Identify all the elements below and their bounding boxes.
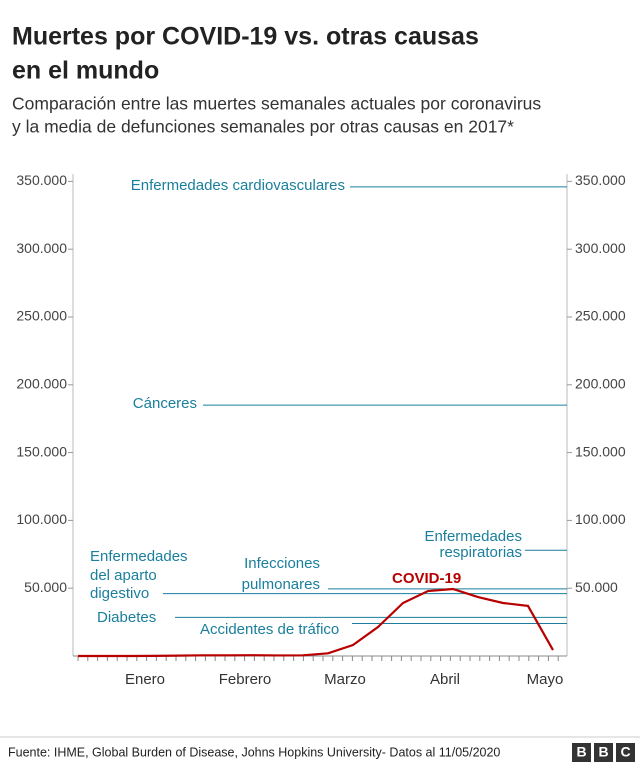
- reference-label: Enfermedades cardiovasculares: [131, 177, 345, 194]
- x-tick-label: Mayo: [527, 671, 564, 688]
- y-tick-label: 100.000: [16, 511, 67, 527]
- x-tick-label: Febrero: [219, 671, 272, 688]
- y-tick-label: 350.000: [575, 172, 626, 188]
- y-tick-label: 150.000: [575, 443, 626, 459]
- x-tick-label: Marzo: [324, 671, 366, 688]
- y-tick-label: 300.000: [16, 240, 67, 256]
- source: Fuente: IHME, Global Burden of Disease, …: [8, 745, 500, 759]
- y-tick-label: 150.000: [16, 443, 67, 459]
- reference-label: Enfermedades: [90, 548, 188, 565]
- reference-label: respiratorias: [439, 544, 522, 561]
- logo-box: [616, 743, 635, 762]
- reference-label: digestivo: [90, 585, 149, 602]
- logo-box: [594, 743, 613, 762]
- reference-label: Diabetes: [97, 609, 156, 626]
- logo-box: [572, 743, 591, 762]
- y-tick-label: 200.000: [16, 376, 67, 392]
- reference-label: del aparto: [90, 567, 157, 584]
- y-tick-label: 250.000: [16, 308, 67, 324]
- logo-letter: B: [576, 744, 586, 760]
- y-tick-label: 350.000: [16, 172, 67, 188]
- y-tick-label: 50.000: [575, 579, 618, 595]
- reference-label: Enfermedades: [424, 528, 522, 545]
- y-tick-label: 250.000: [575, 308, 626, 324]
- logo-letter: C: [620, 744, 630, 760]
- x-tick-label: Enero: [125, 671, 165, 688]
- y-tick-label: 300.000: [575, 240, 626, 256]
- x-tick-label: Abril: [430, 671, 460, 688]
- reference-label: Accidentes de tráfico: [200, 621, 339, 638]
- y-tick-label: 50.000: [24, 579, 67, 595]
- chart-subtitle: Comparación entre las muertes semanales …: [12, 94, 541, 114]
- y-tick-label: 100.000: [575, 511, 626, 527]
- reference-label: Infecciones: [244, 555, 320, 572]
- logo-letter: B: [598, 744, 608, 760]
- chart-subtitle: y la media de defunciones semanales por …: [12, 117, 514, 137]
- chart-title: en el mundo: [12, 57, 159, 85]
- series-line: [78, 587, 554, 658]
- y-tick-label: 200.000: [575, 376, 626, 392]
- reference-label: pulmonares: [242, 576, 320, 593]
- reference-label: Cánceres: [133, 395, 197, 412]
- series-label: COVID-19: [392, 570, 461, 587]
- chart-title: Muertes por COVID-19 vs. otras causas: [12, 23, 479, 51]
